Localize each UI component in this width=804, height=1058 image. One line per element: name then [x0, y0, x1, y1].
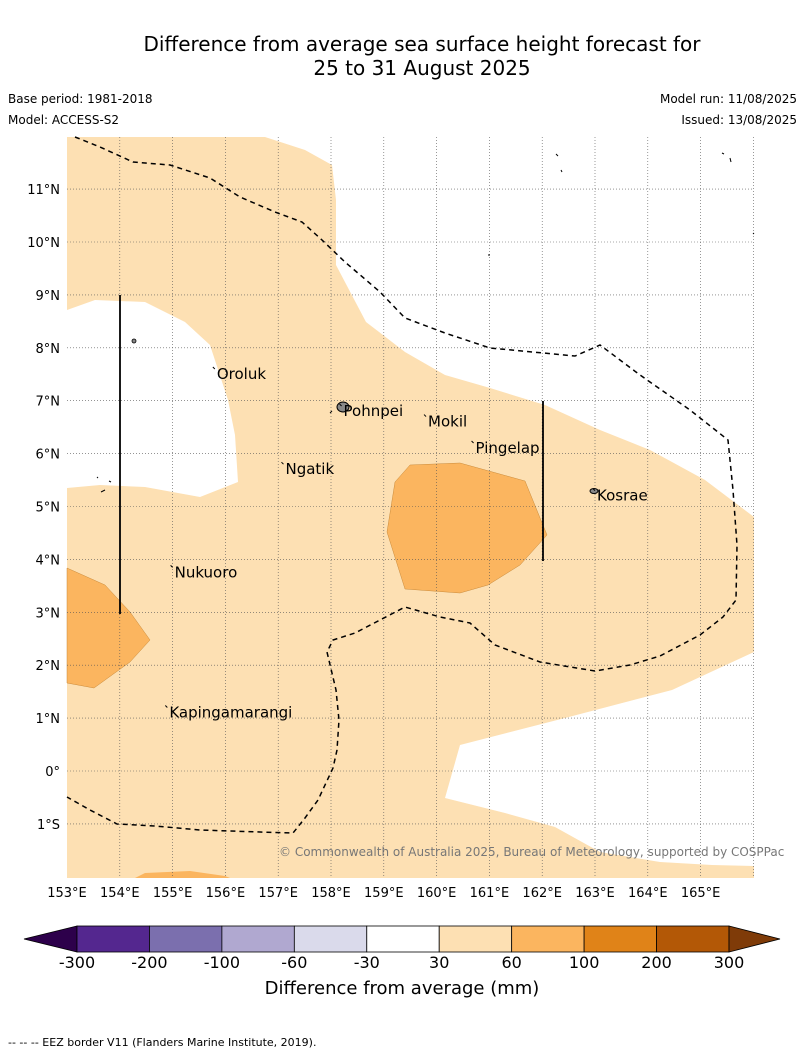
place-marker	[592, 488, 596, 491]
colorbar	[23, 925, 781, 953]
longitude-label: 164°E	[628, 886, 668, 901]
colorbar-segment	[656, 925, 730, 953]
place-label-ngatik: Ngatik	[285, 460, 334, 478]
latitude-label: 1°N	[36, 712, 61, 727]
latitude-label: 3°N	[36, 606, 61, 621]
longitude-label: 154°E	[100, 886, 140, 901]
latitude-label: 2°N	[36, 659, 61, 674]
latitude-label: 5°N	[36, 501, 61, 516]
latitude-label: 4°N	[36, 553, 61, 568]
longitude-label: 159°E	[364, 886, 404, 901]
chart-title: Difference from average sea surface heig…	[0, 32, 804, 80]
colorbar-tick-label: -100	[203, 953, 241, 972]
near-average-region-north	[67, 137, 754, 517]
colorbar-title: Difference from average (mm)	[264, 978, 540, 999]
colorbar-segment	[76, 925, 150, 953]
place-marker	[339, 403, 342, 407]
elevated-region-west	[66, 567, 151, 689]
near-average-region-southeast	[445, 652, 754, 866]
latitude-label: 7°N	[36, 395, 61, 410]
longitude-label: 165°E	[681, 886, 721, 901]
place-marker	[170, 564, 173, 568]
place-marker	[164, 705, 168, 708]
longitude-label: 158°E	[311, 886, 351, 901]
place-marker	[281, 461, 284, 465]
longitude-label: 162°E	[522, 886, 562, 901]
near-average-region-west	[67, 300, 238, 497]
colorbar-tick-label: 30	[429, 953, 450, 972]
colorbar-tick-label: -60	[281, 953, 308, 972]
title-line-1: Difference from average sea surface heig…	[143, 32, 701, 56]
longitude-label: 156°E	[206, 886, 246, 901]
place-marker	[423, 414, 427, 417]
longitude-label: 155°E	[153, 886, 193, 901]
colorbar-tick-label: -30	[353, 953, 380, 972]
small-island	[131, 338, 137, 344]
colorbar-tick-label: 200	[641, 953, 672, 972]
longitude-label: 163°E	[575, 886, 615, 901]
latitude-label: 0°	[45, 765, 60, 780]
place-label-nukuoro: Nukuoro	[175, 563, 238, 581]
place-label-pohnpei: Pohnpei	[344, 402, 404, 420]
latitude-label: 8°N	[36, 342, 61, 357]
latitude-label: 9°N	[36, 289, 61, 304]
colorbar-segment	[221, 925, 295, 953]
place-label-kapingamarangi: Kapingamarangi	[169, 704, 292, 722]
place-label-pingelap: Pingelap	[476, 439, 540, 457]
place-label-oroluk: Oroluk	[217, 365, 266, 383]
model-run: Model run: 11/08/2025	[659, 92, 797, 106]
colorbar-segment	[293, 925, 368, 953]
colorbar-tick-label: -200	[131, 953, 168, 972]
latitude-label: 10°N	[27, 236, 60, 251]
issued-date: Issued: 13/08/2025	[681, 113, 797, 127]
latitude-label: 1°S	[37, 818, 60, 833]
islet-marks	[96, 152, 755, 493]
copyright-notice: © Commonwealth of Australia 2025, Bureau…	[279, 845, 785, 859]
graticule	[67, 137, 754, 878]
colorbar-segment	[583, 925, 657, 953]
colorbar-tick-label: 100	[568, 953, 600, 972]
latitude-label: 11°N	[27, 183, 60, 198]
colorbar-segment	[149, 925, 223, 953]
place-label-mokil: Mokil	[428, 413, 467, 431]
elevated-region-south	[135, 871, 230, 878]
base-period: Base period: 1981-2018	[8, 92, 153, 106]
colorbar-over-arrow	[728, 925, 781, 953]
longitude-label: 157°E	[258, 886, 298, 901]
place-label-kosrae: Kosrae	[597, 487, 648, 505]
place-labels: Oroluk Pohnpei Mokil Pingelap Ngatik Kosrae Nu…	[164, 365, 648, 722]
colorbar-tick-label: 300	[713, 953, 745, 972]
eez-border	[66, 136, 738, 834]
place-marker	[471, 440, 474, 444]
kosrae-island	[589, 488, 599, 494]
elevated-region-east	[386, 462, 548, 594]
colorbar-under-arrow	[23, 925, 78, 953]
longitude-label: 160°E	[417, 886, 457, 901]
colorbar-tick-label: -300	[58, 953, 96, 972]
colorbar-segment	[366, 925, 440, 953]
colorbar-segment	[511, 925, 585, 953]
eez-footnote: -- -- -- EEZ border V11 (Flanders Marine…	[8, 1036, 317, 1049]
title-line-2: 25 to 31 August 2025	[313, 56, 531, 80]
longitude-label: 161°E	[470, 886, 510, 901]
model-name: Model: ACCESS-S2	[8, 113, 120, 127]
colorbar-segment	[438, 925, 513, 953]
colorbar-tick-label: 60	[501, 953, 522, 972]
latitude-label: 6°N	[36, 448, 61, 463]
longitude-label: 153°E	[47, 886, 87, 901]
axis-labels: 153°E 154°E 155°E 156°E 157°E 158°E 159°E 160°E…	[27, 183, 720, 901]
place-marker	[212, 366, 216, 370]
